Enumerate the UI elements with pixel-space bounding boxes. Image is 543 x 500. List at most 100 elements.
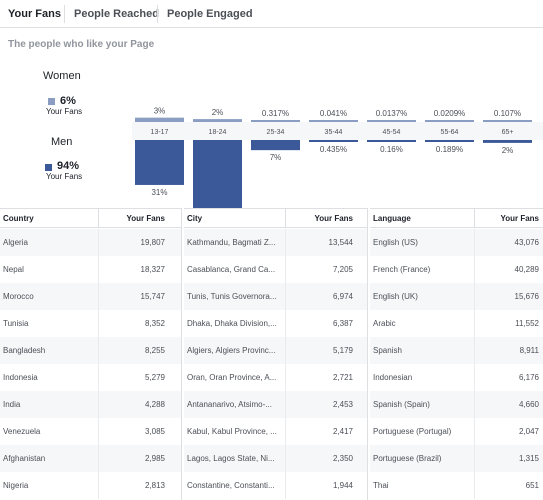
table-row: Algeria 19,807	[0, 229, 181, 256]
column-divider	[474, 445, 475, 472]
age-category-label: 18-24	[209, 129, 227, 136]
country-row-value: 19,807	[140, 238, 165, 247]
language-row-value: 8,911	[519, 346, 539, 355]
country-table-header: Country Your Fans	[0, 208, 181, 228]
table-row: Arabic 11,552	[370, 310, 543, 337]
city-header-name[interactable]: City	[187, 214, 203, 223]
men-bar	[309, 140, 358, 142]
column-divider	[98, 256, 99, 283]
city-row-name: Dhaka, Dhaka Division,...	[187, 319, 277, 328]
column-divider	[98, 229, 99, 256]
tab-people-reached[interactable]: People Reached	[74, 8, 159, 20]
table-divider	[181, 208, 182, 500]
age-category-label: 35-44	[325, 129, 343, 136]
column-divider	[98, 418, 99, 445]
table-row: Nepal 18,327	[0, 256, 181, 283]
country-header-name[interactable]: Country	[3, 214, 34, 223]
men-value-label: 0.189%	[436, 145, 463, 154]
table-row: French (France) 40,289	[370, 256, 543, 283]
women-value-label: 3%	[154, 107, 166, 116]
column-divider	[285, 418, 286, 445]
men-bar	[135, 140, 184, 185]
city-row-value: 2,453	[332, 400, 353, 409]
country-row-value: 8,255	[144, 346, 165, 355]
country-row-value: 4,288	[144, 400, 165, 409]
city-row-value: 2,721	[332, 373, 353, 382]
tab-people-engaged[interactable]: People Engaged	[167, 8, 253, 20]
language-row-value: 4,660	[518, 400, 539, 409]
tab-your-fans[interactable]: Your Fans	[8, 8, 61, 20]
language-row-value: 6,176	[518, 373, 539, 382]
language-header-name[interactable]: Language	[373, 214, 411, 223]
city-row-value: 5,179	[332, 346, 353, 355]
language-row-name: French (France)	[373, 265, 431, 274]
table-row: Kabul, Kabul Province, ... 2,417	[184, 418, 367, 445]
women-bar	[309, 120, 358, 122]
country-row-value: 8,352	[144, 319, 165, 328]
country-row-name: Algeria	[3, 238, 28, 247]
women-bar	[483, 120, 532, 122]
age-gender-bar-chart: 3%13-1731%2%18-2453%0.317%25-347%0.041%3…	[132, 107, 543, 208]
city-row-name: Lagos, Lagos State, Ni...	[187, 454, 275, 463]
language-row-value: 40,289	[514, 265, 539, 274]
language-table: Language Your Fans English (US) 43,076 Frenc…	[370, 208, 543, 500]
men-value-label: 2%	[502, 146, 514, 155]
column-divider	[474, 418, 475, 445]
women-bar	[367, 120, 416, 122]
country-header-value[interactable]: Your Fans	[126, 214, 165, 223]
table-row: Spanish 8,911	[370, 337, 543, 364]
language-header-value[interactable]: Your Fans	[500, 214, 539, 223]
column-divider	[98, 364, 99, 391]
women-sub: Your Fans	[46, 107, 83, 116]
table-row: Portuguese (Portugal) 2,047	[370, 418, 543, 445]
table-row: India 4,288	[0, 391, 181, 418]
column-divider	[285, 337, 286, 364]
city-row-value: 7,205	[332, 265, 353, 274]
country-row-value: 15,747	[140, 292, 165, 301]
table-row: Morocco 15,747	[0, 283, 181, 310]
country-table: Country Your Fans Algeria 19,807 Nepal 18,327…	[0, 208, 181, 500]
column-divider	[98, 391, 99, 418]
language-row-name: Portuguese (Portugal)	[373, 427, 452, 436]
table-row: Tunisia 8,352	[0, 310, 181, 337]
language-table-header: Language Your Fans	[370, 208, 543, 228]
women-bar	[425, 120, 474, 122]
column-divider	[285, 364, 286, 391]
city-row-value: 2,350	[332, 454, 353, 463]
table-row: Nigeria 2,813	[0, 472, 181, 499]
women-bar	[251, 120, 300, 122]
city-row-name: Casablanca, Grand Ca...	[187, 265, 276, 274]
men-sub: Your Fans	[46, 172, 83, 181]
column-divider	[474, 364, 475, 391]
column-divider	[285, 283, 286, 310]
language-row-name: Thai	[373, 481, 389, 490]
table-row: Spanish (Spain) 4,660	[370, 391, 543, 418]
women-label: Women	[43, 70, 81, 82]
table-row: Venezuela 3,085	[0, 418, 181, 445]
column-divider	[474, 337, 475, 364]
table-row: Tunis, Tunis Governora... 6,974	[184, 283, 367, 310]
country-row-value: 2,813	[144, 481, 165, 490]
age-category-label: 25-34	[267, 129, 285, 136]
men-color-swatch	[45, 164, 52, 171]
country-row-value: 2,985	[144, 454, 165, 463]
language-row-name: English (UK)	[373, 292, 418, 301]
language-row-value: 15,676	[514, 292, 539, 301]
section-subtitle: The people who like your Page	[8, 39, 155, 50]
city-header-value[interactable]: Your Fans	[314, 214, 353, 223]
table-row: English (US) 43,076	[370, 229, 543, 256]
city-row-name: Algiers, Algiers Provinc...	[187, 346, 276, 355]
column-divider	[474, 283, 475, 310]
tab-divider	[64, 5, 65, 23]
column-divider	[474, 472, 475, 499]
age-category-label: 45-54	[383, 129, 401, 136]
country-row-name: Venezuela	[3, 427, 41, 436]
column-divider	[98, 337, 99, 364]
men-bar	[193, 140, 242, 208]
age-category-label: 65+	[502, 129, 514, 136]
table-row: Bangladesh 8,255	[0, 337, 181, 364]
country-row-name: Morocco	[3, 292, 34, 301]
age-axis-band	[132, 122, 543, 140]
women-value-label: 0.0137%	[376, 109, 408, 118]
women-color-swatch	[48, 98, 55, 105]
